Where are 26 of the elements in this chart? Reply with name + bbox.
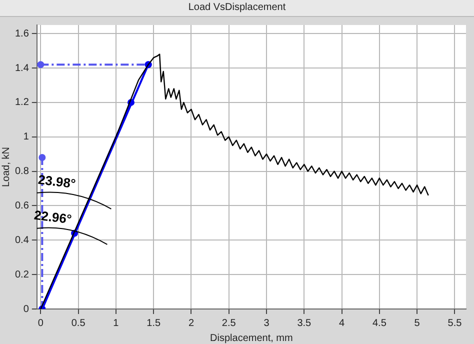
x-tick-label: 5 <box>414 318 420 329</box>
y-tick-label: 1 <box>23 132 30 143</box>
x-tick-label: 3 <box>264 318 270 329</box>
x-tick-label: 0.5 <box>71 318 86 329</box>
y-tick-label: 1.6 <box>14 28 30 40</box>
y-tick-label: 1.4 <box>14 62 30 74</box>
y-tick-label: 0.6 <box>14 200 30 212</box>
x-tick-label: 2.5 <box>222 318 236 329</box>
y-tick-label: 0.2 <box>14 269 30 280</box>
x-tick-label: 3.5 <box>297 318 312 329</box>
y-tick-label: 0.4 <box>14 234 30 246</box>
annotation: 23.98° <box>37 172 76 192</box>
y-axis-title: Load, kN <box>0 146 12 188</box>
x-tick-label: 4.5 <box>372 318 387 329</box>
chart-title: Load VsDisplacement <box>0 0 474 17</box>
x-tick-label: 1.5 <box>146 318 161 329</box>
x-axis-title: Displacement, mm <box>210 332 293 344</box>
annotation: 22.96° <box>33 207 72 227</box>
x-tick-label: 5.5 <box>448 318 462 329</box>
x-tick-label: 4 <box>339 318 346 329</box>
y-tick-label: 1.2 <box>14 97 30 108</box>
x-tick-label: 2 <box>188 318 194 329</box>
x-tick-label: 1 <box>113 318 120 329</box>
y-tick-label: 0.8 <box>14 166 30 178</box>
x-tick-label: 0 <box>38 318 44 329</box>
y-tick-label: 0 <box>23 304 30 315</box>
